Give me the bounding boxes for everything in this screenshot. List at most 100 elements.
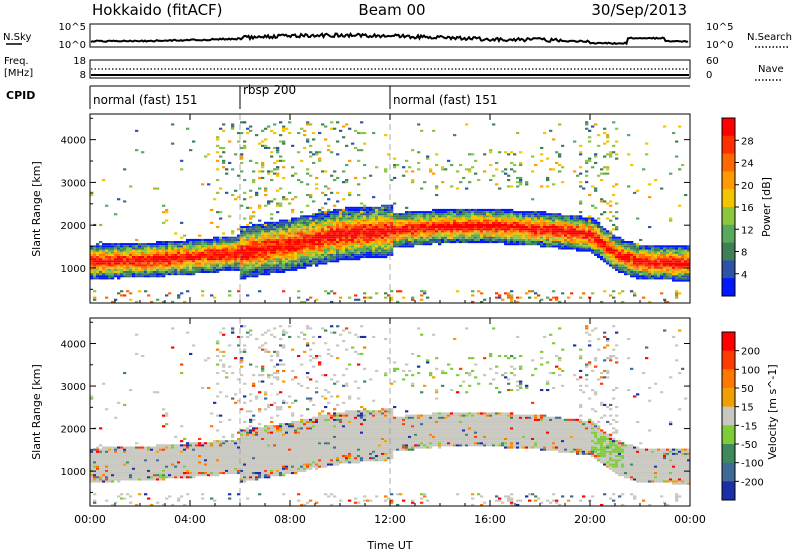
power-cell <box>507 296 511 299</box>
power-cell <box>186 241 190 244</box>
power-cell <box>264 241 268 244</box>
power-cell <box>348 296 352 299</box>
power-cell <box>639 247 643 250</box>
power-cell <box>99 266 103 269</box>
power-cell <box>252 245 256 248</box>
power-cell <box>102 249 106 252</box>
power-cell <box>639 275 643 278</box>
power-colorbar-swatch <box>722 260 735 279</box>
velocity-cell <box>153 455 157 458</box>
power-cell <box>336 211 340 214</box>
power-cell <box>438 213 442 216</box>
power-cell <box>606 140 610 143</box>
power-cell <box>93 270 97 273</box>
power-cell <box>342 213 346 216</box>
power-cell <box>282 166 286 169</box>
power-cell <box>306 140 310 143</box>
power-cell <box>555 226 559 229</box>
power-cell <box>147 260 151 263</box>
power-cell <box>363 215 367 218</box>
power-cell <box>414 230 418 233</box>
velocity-cell <box>123 472 127 475</box>
power-cell <box>597 232 601 235</box>
power-cell <box>321 260 325 263</box>
power-cell <box>90 273 94 276</box>
power-cell <box>501 223 505 226</box>
power-cell <box>333 228 337 231</box>
power-cell <box>156 268 160 271</box>
power-cell <box>336 226 340 229</box>
power-cell <box>411 234 415 237</box>
power-cell <box>591 166 595 169</box>
power-cell <box>243 249 247 252</box>
power-cell <box>351 217 355 220</box>
power-cell <box>576 215 580 218</box>
power-cell <box>363 230 367 233</box>
power-cell <box>444 230 448 233</box>
power-cell <box>354 211 358 214</box>
power-cell <box>549 215 553 218</box>
velocity-cell <box>111 474 115 477</box>
power-cell <box>351 245 355 248</box>
power-cell <box>171 249 175 252</box>
power-cell <box>156 262 160 265</box>
velocity-cell <box>105 450 109 453</box>
power-cell <box>522 217 526 220</box>
velocity-cell <box>168 495 172 498</box>
power-cell <box>408 236 412 239</box>
power-cell <box>312 215 316 218</box>
power-cell <box>282 196 286 199</box>
power-cell <box>141 251 145 254</box>
power-cell <box>273 238 277 241</box>
power-cell <box>450 230 454 233</box>
power-cell <box>579 230 583 233</box>
velocity-cell <box>138 455 142 458</box>
power-cell <box>474 213 478 216</box>
power-cell <box>324 243 328 246</box>
power-cell <box>240 253 244 256</box>
power-cell <box>510 290 514 293</box>
power-cell <box>441 230 445 233</box>
power-cell <box>234 262 238 265</box>
power-cell <box>279 204 283 207</box>
power-cell <box>345 223 349 226</box>
velocity-cell <box>96 455 100 458</box>
power-cell <box>624 258 628 261</box>
power-cell <box>504 221 508 224</box>
power-cell <box>189 273 193 276</box>
power-cell <box>672 262 676 265</box>
power-cell <box>594 238 598 241</box>
power-cell <box>465 236 469 239</box>
power-cell <box>180 266 184 269</box>
power-cell <box>279 202 283 205</box>
power-cell <box>576 241 580 244</box>
power-cell <box>426 226 430 229</box>
power-cell <box>294 219 298 222</box>
power-cell <box>513 223 517 226</box>
power-cell <box>153 243 157 246</box>
power-cell <box>228 253 232 256</box>
power-cell <box>267 236 271 239</box>
power-cell <box>375 249 379 252</box>
power-cell <box>411 241 415 244</box>
power-cell <box>222 262 226 265</box>
power-cell <box>357 228 361 231</box>
power-cell <box>420 298 424 301</box>
power-cell <box>171 241 175 244</box>
power-cell <box>267 249 271 252</box>
power-cell <box>345 179 349 182</box>
power-cell <box>303 258 307 261</box>
power-cell <box>255 241 259 244</box>
power-cell <box>267 253 271 256</box>
power-cell <box>108 266 112 269</box>
power-colorbar-tick-label: 8 <box>741 248 747 259</box>
power-cell <box>612 121 616 124</box>
power-cell <box>450 213 454 216</box>
power-cell <box>297 247 301 250</box>
power-cell <box>576 243 580 246</box>
power-cell <box>336 249 340 252</box>
freq-tick-bottom: 8 <box>80 70 86 81</box>
power-cell <box>225 241 229 244</box>
power-cell <box>237 262 241 265</box>
power-cell <box>612 241 616 244</box>
